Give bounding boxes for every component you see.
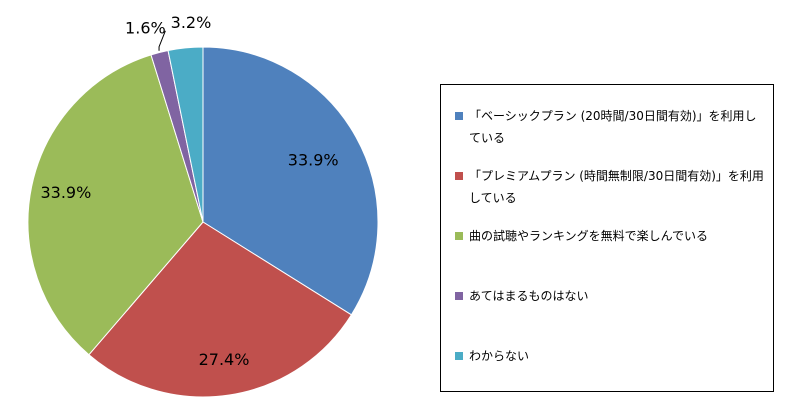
legend-swatch bbox=[455, 112, 463, 120]
legend-item: わからない bbox=[455, 345, 765, 367]
legend-label: あてはまるものはない bbox=[469, 289, 589, 303]
pie-slice bbox=[88, 221, 353, 398]
leader-line bbox=[158, 30, 166, 51]
slice-data-label: 27.4% bbox=[199, 350, 250, 369]
legend-label: 「プレミアムプラン (時間無制限/30日間有効)」を利用している bbox=[469, 169, 764, 205]
legend-item: 「プレミアムプラン (時間無制限/30日間有効)」を利用している bbox=[455, 165, 765, 209]
legend: 「ベーシックプラン (20時間/30日間有効)」を利用している 「プレミアムプラ… bbox=[440, 84, 774, 392]
slice-data-label: 33.9% bbox=[40, 183, 91, 202]
slice-data-label: 33.9% bbox=[288, 150, 339, 169]
pie-slice bbox=[167, 46, 204, 223]
legend-label: わからない bbox=[469, 349, 530, 363]
legend-swatch bbox=[455, 292, 463, 300]
legend-item: 「ベーシックプラン (20時間/30日間有効)」を利用している bbox=[455, 105, 765, 149]
legend-item: 曲の試聴やランキングを無料で楽しんでいる bbox=[455, 225, 765, 247]
slice-data-label: 1.6% bbox=[125, 18, 166, 37]
pie-slice bbox=[27, 54, 204, 356]
pie-svg: 33.9% 27.4% 33.9% 1.6% 3.2% bbox=[27, 13, 379, 398]
legend-swatch bbox=[455, 232, 463, 240]
pie-slice bbox=[202, 46, 379, 316]
legend-label: 曲の試聴やランキングを無料で楽しんでいる bbox=[469, 229, 709, 243]
legend-swatch bbox=[455, 172, 463, 180]
legend-label: 「ベーシックプラン (20時間/30日間有効)」を利用している bbox=[469, 109, 757, 145]
slice-data-label: 3.2% bbox=[171, 13, 212, 32]
legend-item: あてはまるものはない bbox=[455, 285, 765, 307]
legend-swatch bbox=[455, 352, 463, 360]
